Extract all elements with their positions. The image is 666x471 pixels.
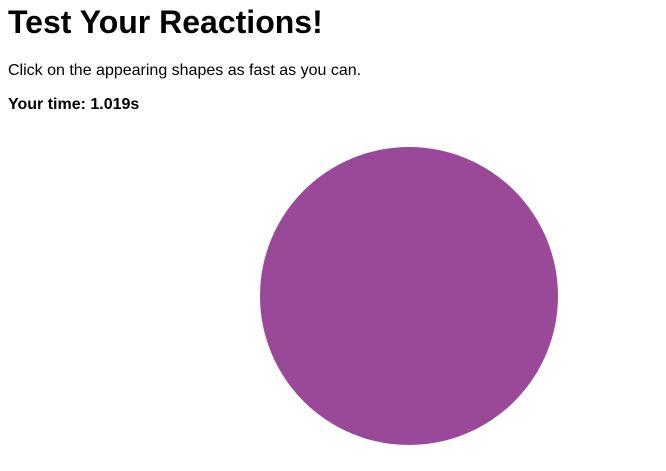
reaction-time-value: 1.019s [90,96,140,113]
reaction-time-label: Your time: [8,96,91,113]
reaction-time-readout: Your time: 1.019s [8,95,139,115]
instructions-text: Click on the appearing shapes as fast as… [8,62,362,79]
page-title: Test Your Reactions! [8,4,323,40]
target-shape-circle[interactable] [260,147,558,445]
